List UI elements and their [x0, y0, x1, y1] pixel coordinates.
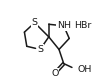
Text: O: O [51, 68, 59, 78]
Text: HBr: HBr [74, 21, 92, 30]
Text: S: S [37, 45, 43, 54]
Text: OH: OH [77, 65, 91, 74]
Text: S: S [32, 18, 38, 27]
Text: NH: NH [57, 21, 71, 30]
